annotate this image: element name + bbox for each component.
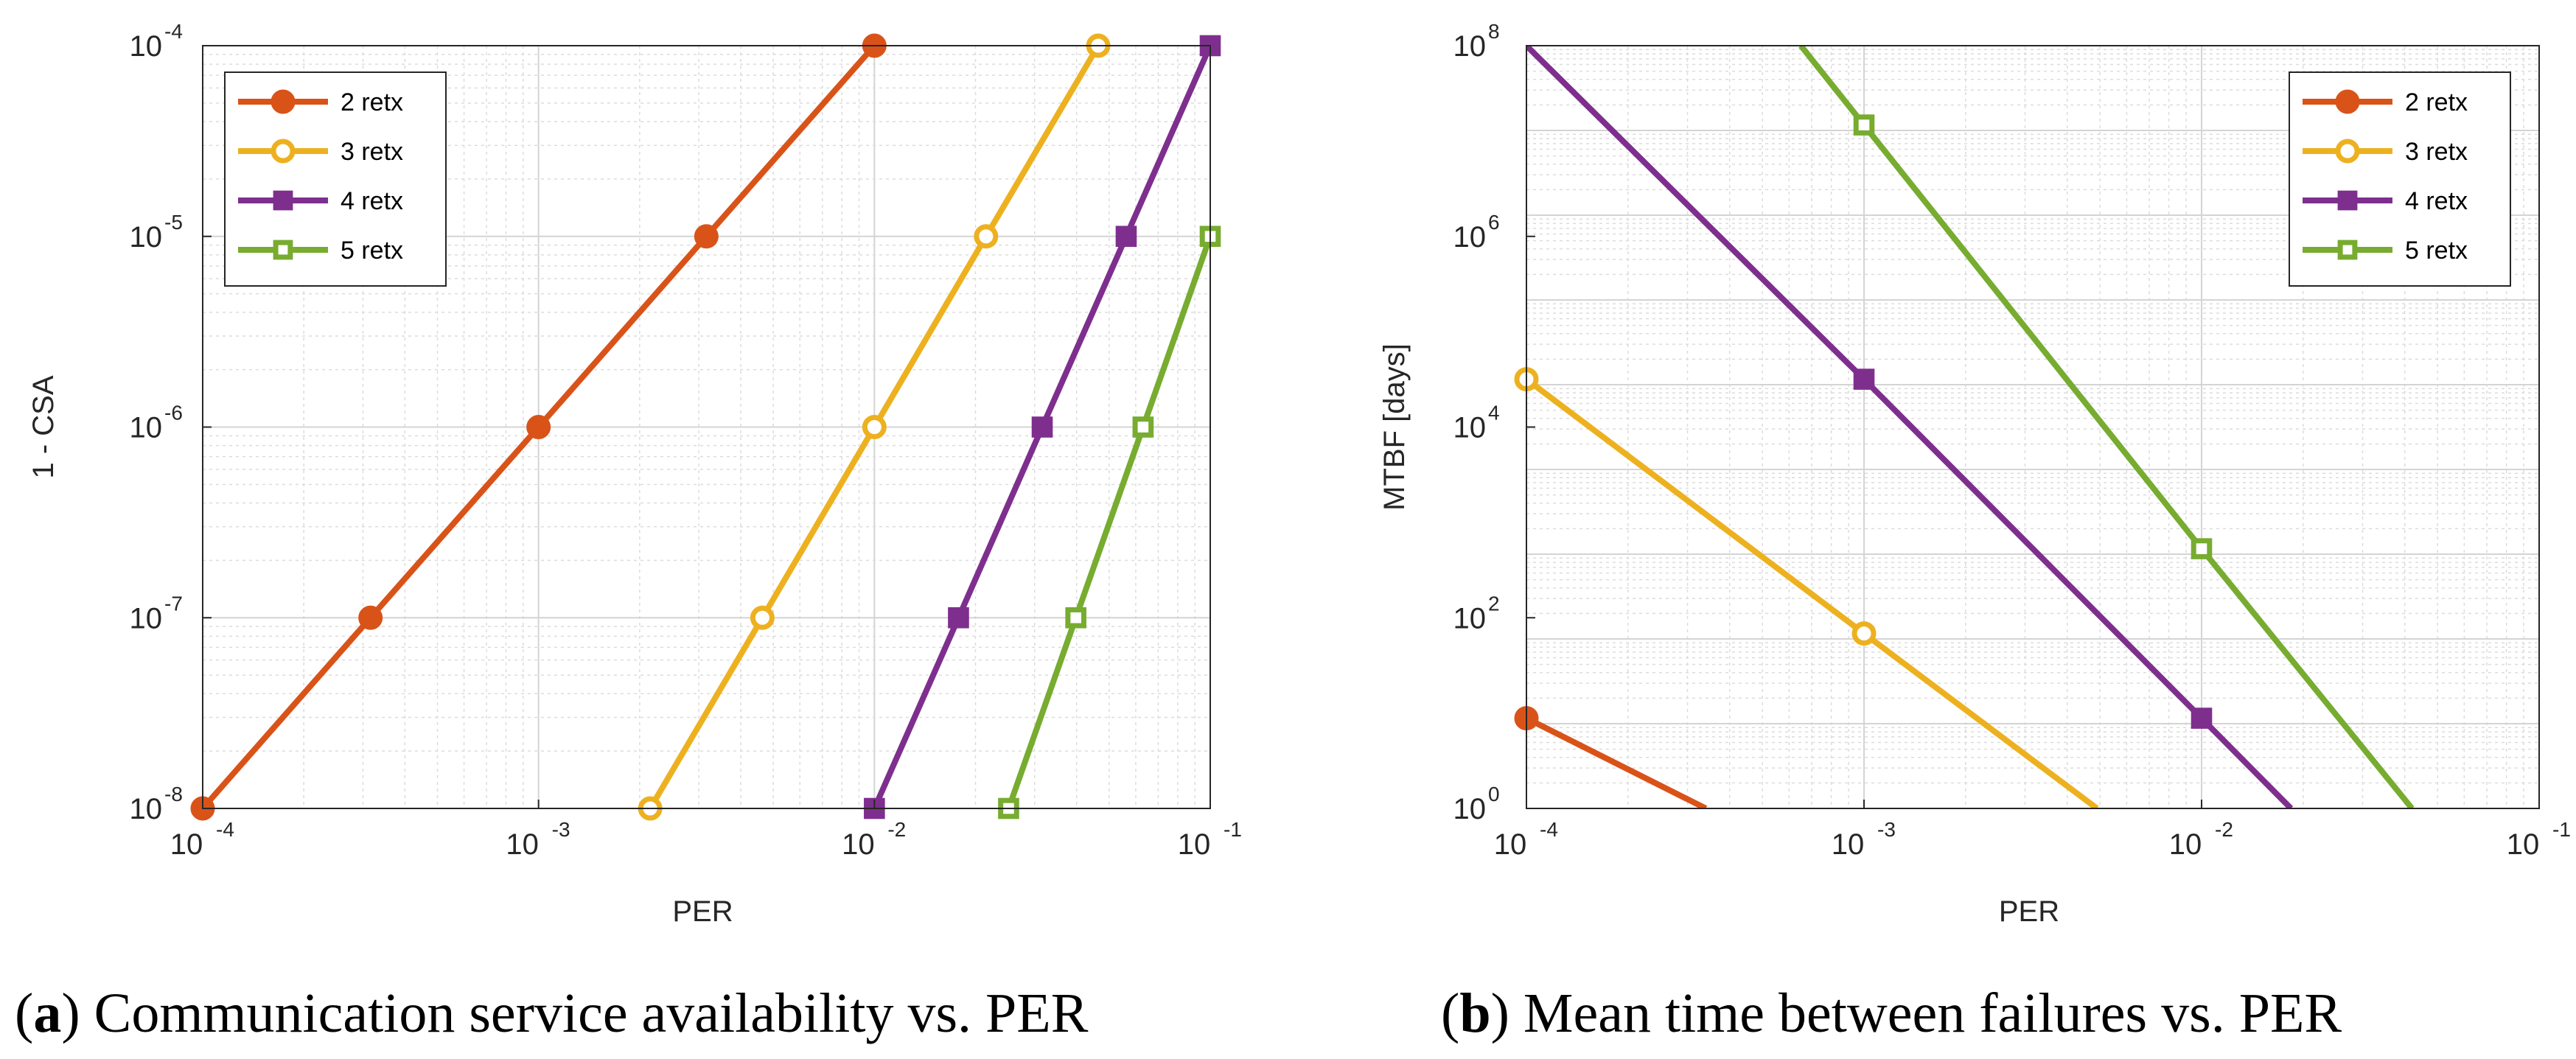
legend-label: 4 retx xyxy=(341,187,403,215)
x-tick-exponent: -1 xyxy=(1224,818,1242,841)
y-tick-label: 10 xyxy=(1453,602,1487,635)
series-line-5-retx xyxy=(1005,235,1210,808)
data-point-4-retx xyxy=(1031,416,1053,438)
legend-label: 2 retx xyxy=(341,88,403,116)
legend-item: 5 retx xyxy=(2303,237,2468,265)
y-tick-label: 10 xyxy=(130,221,163,254)
data-point-5-retx xyxy=(2191,538,2213,559)
y-tick-label: 10 xyxy=(130,602,163,635)
x-tick-label: 10 xyxy=(170,828,203,861)
legend-label: 3 retx xyxy=(2405,138,2468,166)
data-point-3-retx xyxy=(750,605,775,630)
legend-item: 3 retx xyxy=(2303,138,2468,166)
y-tick-exponent: 4 xyxy=(1488,402,1500,424)
data-point-3-retx xyxy=(862,415,887,439)
data-point-4-retx xyxy=(1853,368,1875,390)
x-tick-exponent: -4 xyxy=(1540,818,1558,841)
series-line-5-retx xyxy=(1798,46,2415,808)
x-tick-label: 10 xyxy=(506,828,539,861)
x-tick-label: 10 xyxy=(842,828,875,861)
data-point-4-retx xyxy=(1115,226,1137,248)
y-tick-label: 10 xyxy=(130,30,163,63)
legend: 2 retx 3 retx 4 retx 5 retx xyxy=(2289,71,2511,287)
x-axis-label: PER xyxy=(672,895,733,928)
x-tick-exponent: -2 xyxy=(887,818,906,841)
legend: 2 retx 3 retx 4 retx 5 retx xyxy=(224,71,447,287)
data-point-4-retx xyxy=(948,607,969,629)
data-point-2-retx xyxy=(358,605,383,630)
caption-b: (b) Mean time between failures vs. PER xyxy=(1441,982,2342,1044)
x-tick-label: 10 xyxy=(1832,828,1865,861)
x-tick-exponent: -3 xyxy=(1877,818,1896,841)
y-tick-label: 10 xyxy=(130,793,163,825)
legend-marker xyxy=(270,89,296,114)
legend-marker xyxy=(2335,89,2360,114)
series-line-4-retx xyxy=(1526,46,2294,808)
data-point-5-retx xyxy=(1132,416,1154,438)
legend-label: 5 retx xyxy=(2405,237,2468,265)
y-tick-exponent: -8 xyxy=(164,783,183,805)
legend-marker xyxy=(2337,190,2358,211)
data-point-5-retx xyxy=(1065,607,1086,629)
y-tick-exponent: 2 xyxy=(1488,592,1500,615)
y-tick-exponent: -5 xyxy=(164,211,183,234)
x-tick-label: 10 xyxy=(1494,828,1527,861)
caption-a-text: Communication service availability vs. P… xyxy=(94,982,1089,1044)
legend-marker xyxy=(2335,139,2360,164)
y-tick-label: 10 xyxy=(1453,30,1487,63)
x-axis-label: PER xyxy=(1999,895,2059,928)
caption-b-text: Mean time between failures vs. PER xyxy=(1523,982,2342,1044)
legend-label: 3 retx xyxy=(341,138,403,166)
y-tick-exponent: -4 xyxy=(164,20,183,43)
x-tick-label: 10 xyxy=(2507,828,2540,861)
legend-item: 2 retx xyxy=(238,88,403,116)
legend-label: 5 retx xyxy=(341,237,403,265)
legend-label: 2 retx xyxy=(2405,88,2468,116)
x-tick-label: 10 xyxy=(1178,828,1211,861)
legend-marker xyxy=(273,240,293,260)
y-tick-exponent: -6 xyxy=(164,402,183,424)
x-tick-label: 10 xyxy=(2169,828,2202,861)
data-point-3-retx xyxy=(1851,621,1877,646)
x-tick-exponent: -4 xyxy=(216,818,234,841)
series-line-2-retx xyxy=(1526,716,1708,808)
x-tick-exponent: -1 xyxy=(2552,818,2571,841)
y-tick-label: 10 xyxy=(1453,412,1487,444)
x-tick-exponent: -2 xyxy=(2215,818,2233,841)
y-tick-exponent: -7 xyxy=(164,592,183,615)
x-tick-exponent: -3 xyxy=(552,818,570,841)
data-point-5-retx xyxy=(1853,114,1875,136)
y-tick-exponent: 8 xyxy=(1488,20,1500,43)
caption-a-letter: a xyxy=(33,982,61,1044)
data-point-4-retx xyxy=(2191,707,2213,729)
data-point-2-retx xyxy=(526,415,551,439)
legend-marker xyxy=(2337,240,2358,260)
y-tick-label: 10 xyxy=(1453,793,1487,825)
grid xyxy=(1526,46,2539,809)
legend-item: 4 retx xyxy=(2303,187,2468,215)
y-tick-label: 10 xyxy=(1453,221,1487,254)
legend-item: 5 retx xyxy=(238,237,403,265)
legend-item: 3 retx xyxy=(238,138,403,166)
legend-item: 2 retx xyxy=(2303,88,2468,116)
y-tick-exponent: 6 xyxy=(1488,211,1500,234)
data-point-3-retx xyxy=(974,224,999,249)
y-tick-label: 10 xyxy=(130,412,163,444)
y-tick-exponent: 0 xyxy=(1488,783,1500,805)
y-axis-label: 1 - CSA xyxy=(27,375,60,478)
legend-item: 4 retx xyxy=(238,187,403,215)
y-axis-label: MTBF [days] xyxy=(1378,343,1411,511)
caption-a: (a) Communication service availability v… xyxy=(15,982,1089,1044)
legend-marker xyxy=(270,139,296,164)
legend-marker xyxy=(273,190,293,211)
chart-panel-a: 10 -4 10 -3 10 -2 10 -110 -810 -710 -610 -510 -4PER1… xyxy=(27,20,1242,928)
legend-label: 4 retx xyxy=(2405,187,2468,215)
data-point-2-retx xyxy=(694,224,719,249)
caption-b-letter: b xyxy=(1459,982,1490,1044)
